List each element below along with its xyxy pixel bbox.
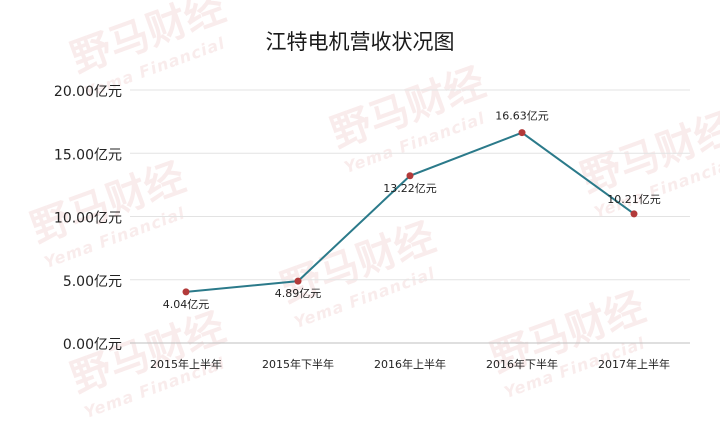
- x-tick-label: 2015年上半年: [150, 357, 222, 371]
- chart-title: 江特电机营收状况图: [265, 30, 455, 54]
- data-label: 10.21亿元: [607, 193, 661, 206]
- data-point: [182, 288, 190, 296]
- data-label: 13.22亿元: [383, 182, 437, 195]
- x-tick-label: 2015年下半年: [262, 357, 334, 371]
- data-label: 4.04亿元: [163, 298, 210, 311]
- data-label: 16.63亿元: [495, 110, 549, 123]
- y-tick-label: 20.00亿元: [54, 84, 122, 100]
- y-tick-label: 10.00亿元: [54, 211, 122, 227]
- y-tick-label: 15.00亿元: [54, 147, 122, 163]
- y-tick-label: 0.00亿元: [63, 337, 122, 353]
- data-point: [630, 210, 638, 218]
- data-label: 4.89亿元: [275, 287, 322, 300]
- x-tick-label: 2017年上半年: [598, 357, 670, 371]
- x-tick-label: 2016年下半年: [486, 357, 558, 371]
- data-point: [518, 129, 526, 137]
- data-point: [294, 277, 302, 285]
- line-chart: 0.00亿元 5.00亿元 10.00亿元 15.00亿元 20.00亿元 2015年上半…: [54, 84, 690, 371]
- series-line: [185, 131, 635, 293]
- data-point: [406, 172, 414, 180]
- y-tick-label: 5.00亿元: [63, 274, 122, 290]
- x-tick-label: 2016年上半年: [374, 357, 446, 371]
